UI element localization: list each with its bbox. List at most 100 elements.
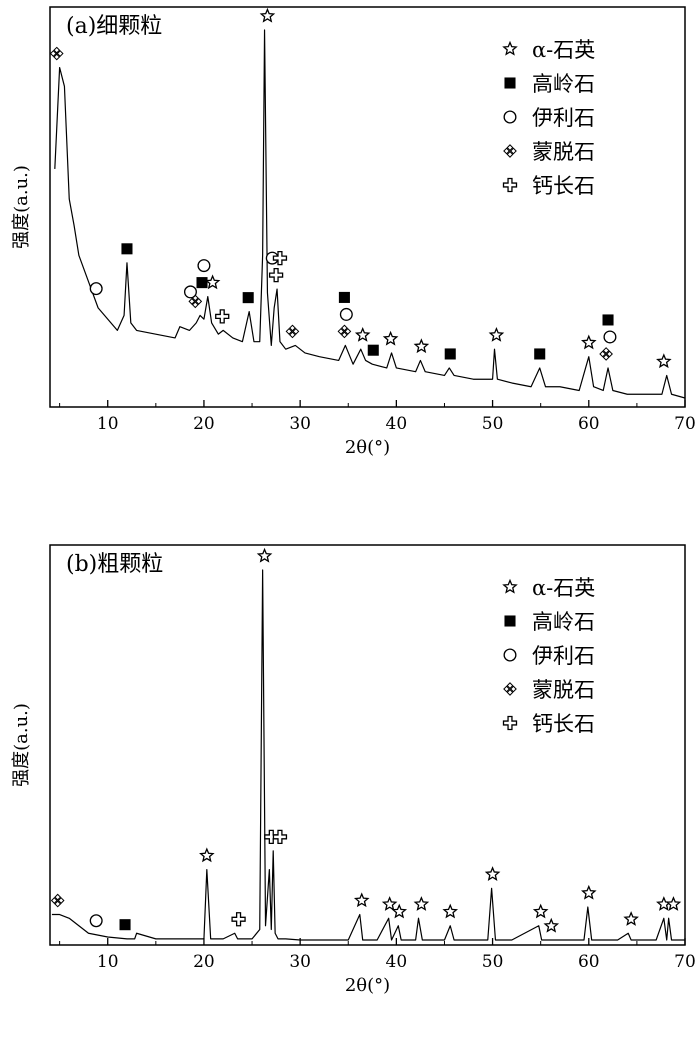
- peak-marker-star: [391, 903, 408, 919]
- diamond-marker-part: [503, 685, 511, 693]
- diamond-marker-part: [602, 353, 610, 361]
- diamond-marker-part: [606, 350, 613, 358]
- diamond-marker-part: [54, 893, 62, 901]
- x-tick-label: 20: [193, 952, 215, 972]
- legend-label: 高岭石: [532, 610, 595, 634]
- peak-marker-diamond: [49, 46, 64, 61]
- x-tick-label: 50: [482, 952, 504, 972]
- xrd-pattern-line: [51, 569, 685, 941]
- diamond-marker-part: [53, 46, 61, 54]
- peak-marker-circle: [197, 259, 211, 273]
- diamond-marker-part: [191, 301, 199, 309]
- plot-frame: [49, 544, 686, 946]
- legend-label: α-石英: [532, 576, 595, 600]
- x-tick-label: 60: [578, 414, 600, 434]
- legend-star-icon: [502, 578, 518, 594]
- legend-label: 伊利石: [532, 644, 595, 668]
- legend-square-icon: [504, 77, 516, 89]
- diamond-marker-part: [599, 350, 607, 358]
- peak-marker-star: [442, 903, 459, 919]
- legend-circle-icon: [503, 110, 517, 124]
- diamond-marker-part: [53, 53, 61, 61]
- diamond-marker-part: [509, 685, 517, 693]
- peak-marker-star: [581, 884, 597, 900]
- peak-marker-square: [602, 314, 614, 326]
- legend-circle-icon: [503, 648, 517, 662]
- peak-marker-diamond: [337, 324, 352, 339]
- peak-marker-square: [367, 344, 379, 356]
- diamond-marker-part: [344, 327, 352, 335]
- x-tick-label: 30: [289, 952, 311, 972]
- x-tick-label: 40: [386, 414, 408, 434]
- peak-marker-square: [242, 292, 254, 304]
- diamond-marker-part: [509, 147, 517, 155]
- diamond-marker-part: [506, 682, 514, 690]
- x-tick-label: 70: [674, 952, 696, 972]
- peak-marker-cross: [272, 829, 288, 845]
- peak-marker-star: [353, 892, 370, 908]
- peak-marker-square: [196, 277, 208, 289]
- peak-marker-cross: [268, 267, 284, 283]
- peak-marker-star: [484, 866, 501, 881]
- peak-marker-diamond: [50, 893, 65, 908]
- peak-marker-star: [204, 274, 221, 290]
- x-tick-label: 50: [482, 414, 504, 434]
- x-tick-label: 20: [193, 414, 215, 434]
- peak-marker-circle: [603, 330, 617, 344]
- panel-label: (a)细颗粒: [66, 14, 162, 39]
- legend-label: 蒙脱石: [532, 678, 595, 702]
- peak-marker-star: [413, 338, 430, 354]
- legend-diamond-icon: [503, 682, 517, 696]
- x-tick-label: 70: [674, 414, 696, 434]
- x-axis-title: 2θ(°): [345, 437, 390, 458]
- peak-marker-star: [488, 326, 505, 342]
- peak-marker-star: [623, 911, 639, 926]
- peak-marker-cross: [272, 250, 288, 266]
- x-tick-label: 10: [97, 952, 119, 972]
- peak-marker-diamond: [599, 347, 613, 361]
- x-tick-label: 40: [386, 952, 408, 972]
- legend-label: 钙长石: [532, 712, 595, 736]
- diamond-marker-part: [292, 327, 300, 335]
- diamond-marker-part: [285, 327, 293, 335]
- x-axis-title: 2θ(°): [345, 975, 390, 996]
- x-tick-label: 30: [289, 414, 311, 434]
- peak-marker-cross: [215, 309, 230, 324]
- diamond-marker-part: [340, 331, 348, 339]
- legend-star-icon: [502, 40, 518, 56]
- diamond-marker-part: [503, 147, 511, 155]
- x-tick-label: 10: [97, 414, 119, 434]
- diamond-marker-part: [337, 327, 345, 335]
- peak-marker-star: [656, 353, 672, 369]
- diamond-marker-part: [506, 144, 514, 152]
- legend-label: 钙长石: [532, 174, 595, 198]
- peak-marker-star: [354, 326, 371, 342]
- diamond-marker-part: [506, 688, 514, 696]
- diamond-marker-part: [50, 897, 58, 904]
- diamond-marker-part: [56, 50, 64, 57]
- peak-marker-star: [581, 334, 597, 350]
- peak-marker-star: [413, 896, 430, 911]
- legend-cross-icon: [502, 177, 518, 193]
- chart-panel-1: 10 20 30 40 50 60 70 2θ(°) 强度(a.u.) (b)粗颗粒 α-石英高岭石…: [11, 544, 696, 996]
- x-tick-label: 60: [578, 952, 600, 972]
- diamond-marker-part: [506, 150, 514, 158]
- diamond-marker-part: [195, 297, 203, 305]
- xrd-pattern-line: [54, 29, 686, 399]
- peak-marker-square: [119, 919, 131, 931]
- peak-marker-star: [259, 7, 276, 23]
- peak-marker-circle: [89, 282, 103, 296]
- legend-label: 伊利石: [532, 106, 595, 130]
- peak-marker-diamond: [188, 294, 203, 309]
- peak-marker-circle: [183, 285, 197, 299]
- diamond-marker-part: [602, 347, 610, 354]
- legend-square-icon: [504, 615, 516, 627]
- diamond-marker-part: [49, 50, 57, 57]
- legend-cross-icon: [502, 715, 518, 731]
- diamond-marker-part: [188, 297, 196, 305]
- chart-panel-0: 10 20 30 40 50 60 70 2θ(°) 强度(a.u.) (a)细颗粒 α-石英高岭石…: [11, 6, 696, 458]
- peak-marker-star: [199, 847, 215, 863]
